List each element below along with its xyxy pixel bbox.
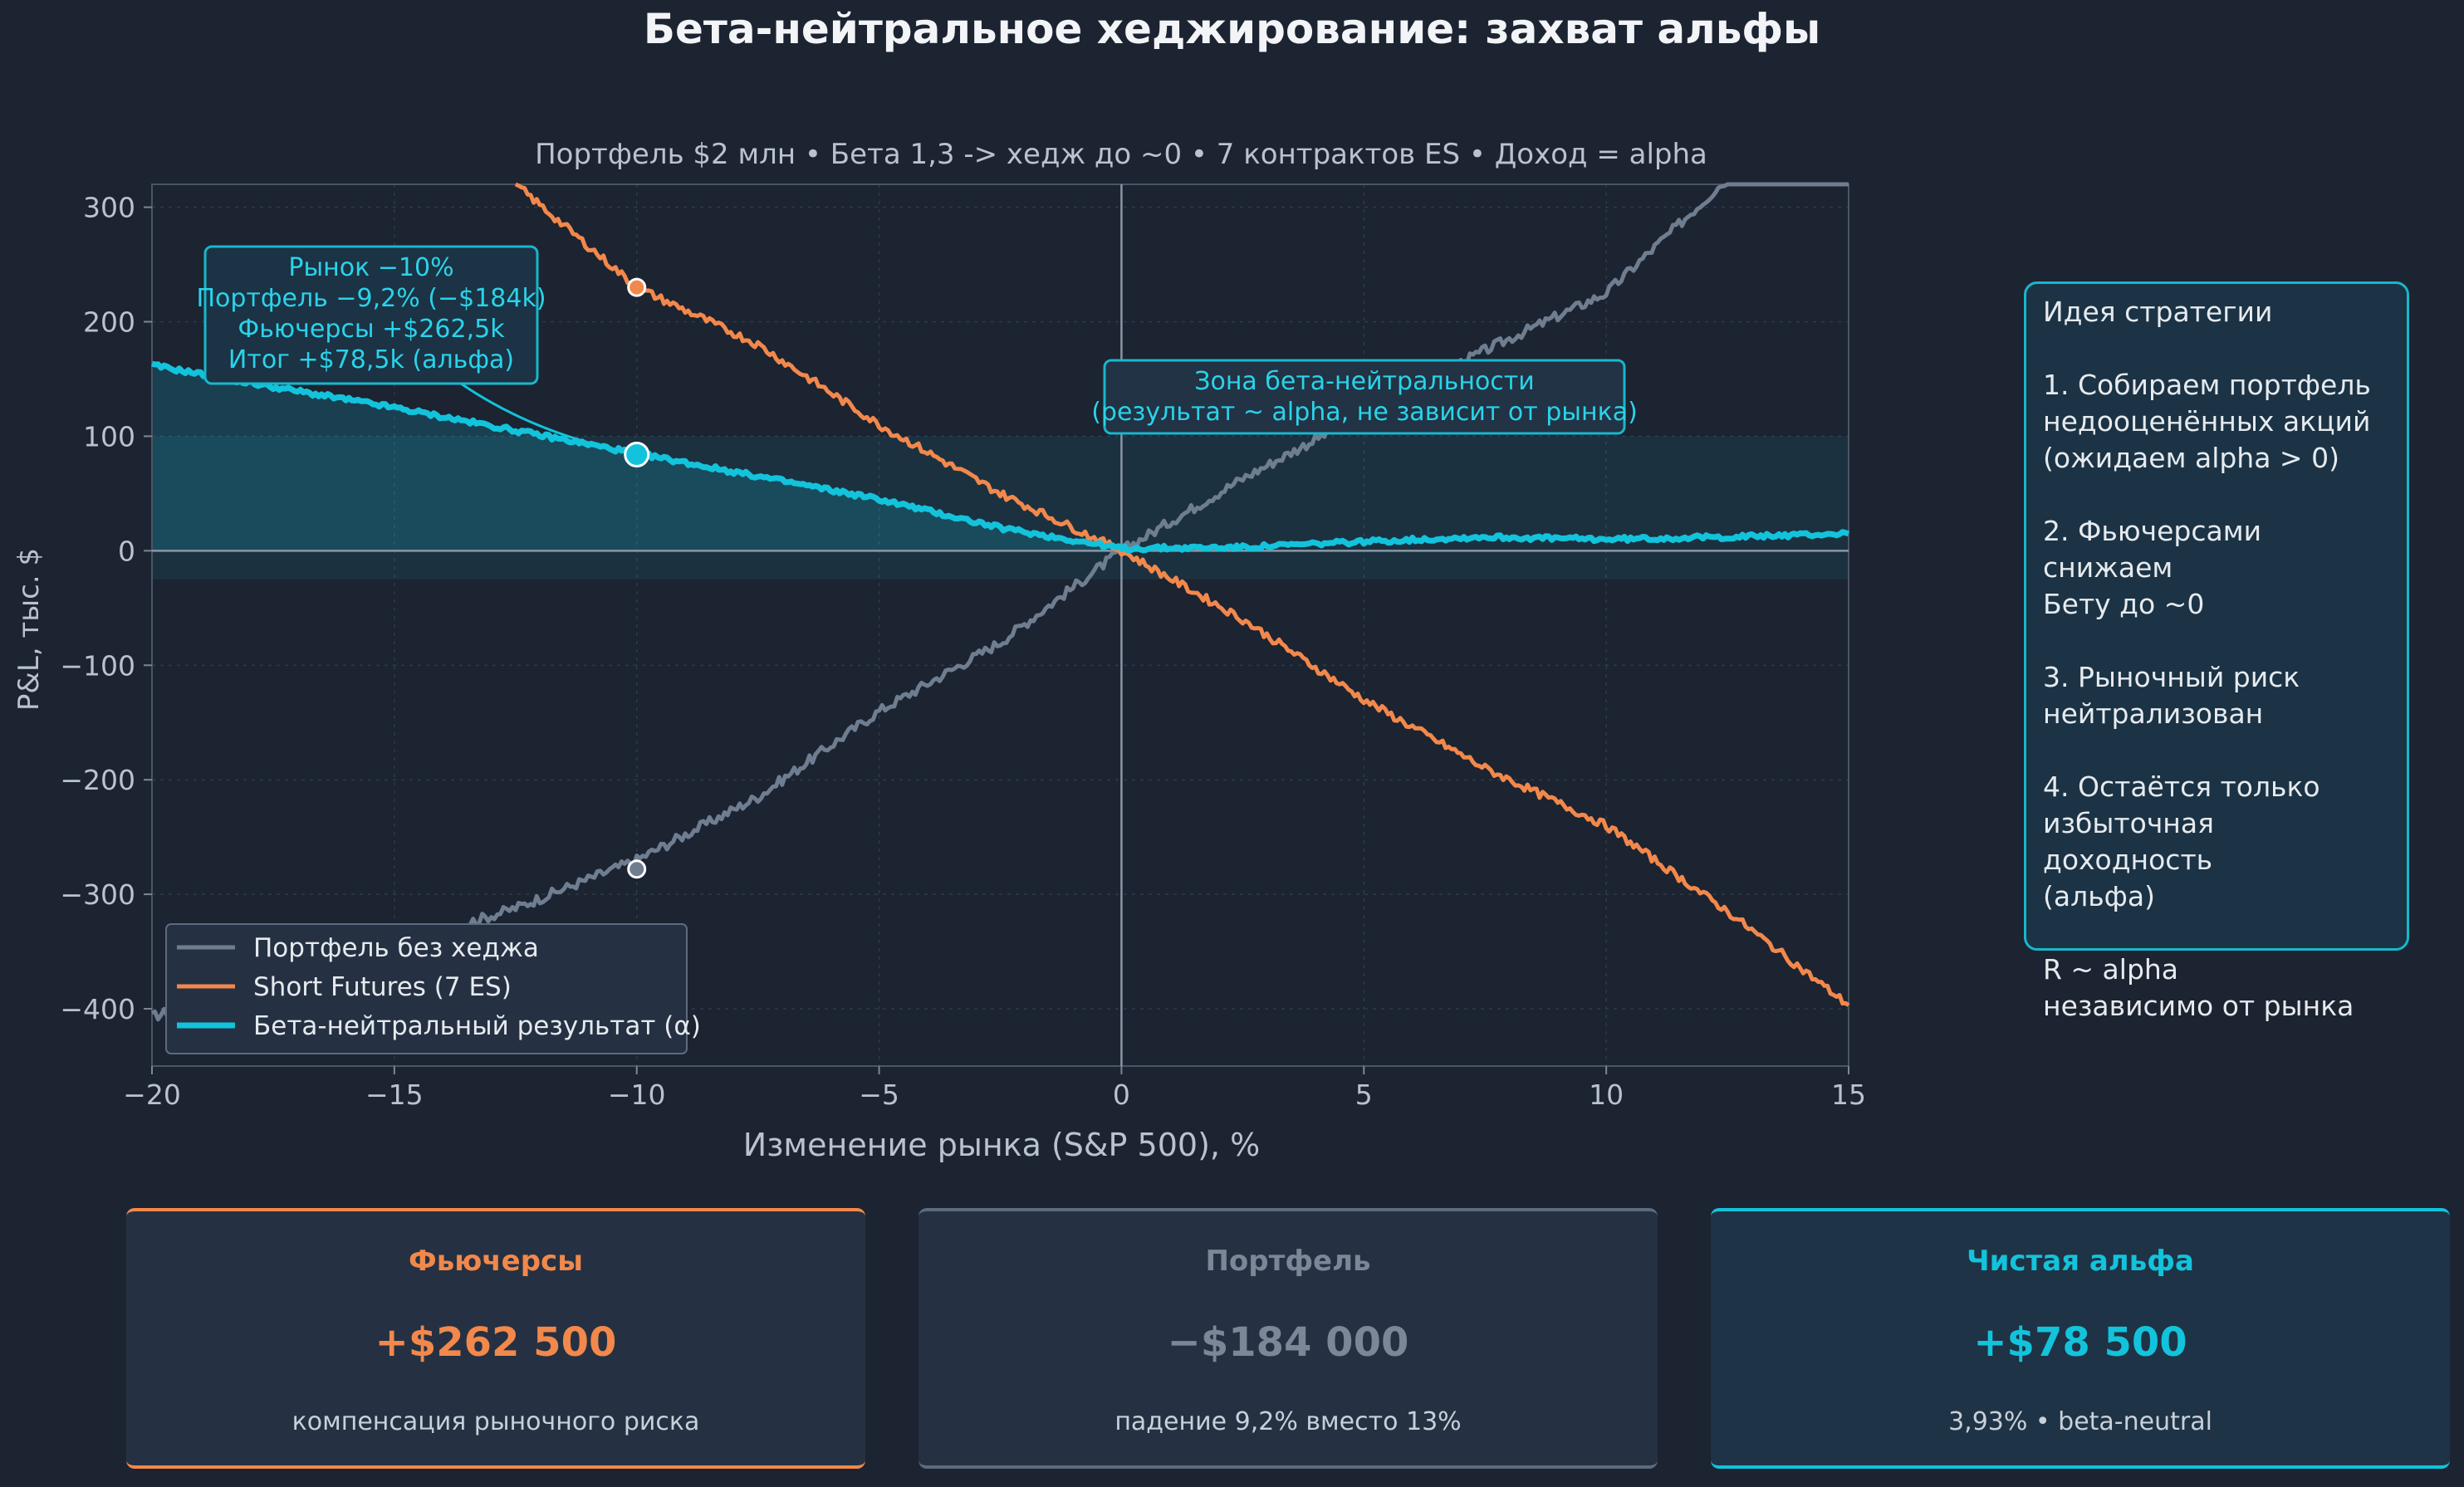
y-tick-label: −400 <box>60 993 135 1025</box>
y-tick-label: 0 <box>118 535 135 567</box>
page-title: Бета-нейтральное хеджирование: захват ал… <box>643 5 1821 53</box>
axes <box>144 183 1849 1074</box>
x-tick-label: −10 <box>608 1079 666 1111</box>
highlight-point-futures <box>627 277 647 297</box>
market-drop-box <box>203 245 539 385</box>
highlight-point-neutral <box>624 441 650 467</box>
neutral-zone-band <box>152 436 1849 580</box>
market-drop-line: Итог +$78,5k (альфа) <box>228 345 514 374</box>
neutral-zone-label-line: Зона бета-нейтральности <box>1194 367 1535 396</box>
y-tick-label: −300 <box>60 878 135 911</box>
plot-frame <box>151 183 1849 1067</box>
series-line-3 <box>151 360 1849 554</box>
neutral-zone-label-line: (результат ~ alpha, не зависит от рынка) <box>1091 398 1638 427</box>
chart-subtitle: Портфель $2 млн • Бета 1,3 -> хедж до ~0… <box>535 138 1707 171</box>
annotations: Рынок −10%Портфель −9,2% (−$184k)Фьючерс… <box>196 245 1638 452</box>
y-tick-label: −200 <box>60 764 135 796</box>
alpha-card-value: +$78 500 <box>1973 1319 2187 1366</box>
x-tick-label: 10 <box>1589 1079 1624 1111</box>
x-tick-label: 5 <box>1355 1079 1373 1111</box>
futures-card: Фьючерсы +$262 500 компенсация рыночного… <box>126 1208 865 1469</box>
highlight-points <box>624 277 650 879</box>
y-tick-label: 100 <box>83 420 135 452</box>
line-chart: Портфель $2 млн • Бета 1,3 -> хедж до ~0… <box>12 138 1866 1163</box>
portfolio-card-value: −$184 000 <box>1167 1319 1409 1366</box>
market-drop-line: Рынок −10% <box>288 253 453 282</box>
futures-card-value: +$262 500 <box>375 1319 617 1366</box>
legend: Портфель без хеджа Short Futures (7 ES) Бе… <box>165 923 701 1054</box>
futures-card-subtitle: компенсация рыночного риска <box>291 1407 700 1436</box>
x-tick-label: −20 <box>123 1079 181 1111</box>
y-tick-label: 200 <box>83 306 135 339</box>
legend-box <box>165 923 688 1054</box>
alpha-card-title: Чистая альфа <box>1967 1245 2194 1278</box>
series-line-2 <box>514 182 1850 1007</box>
x-tick-label: 0 <box>1113 1079 1130 1111</box>
portfolio-card: Портфель −$184 000 падение 9,2% вместо 1… <box>918 1208 1658 1469</box>
legend-entry: Портфель без хеджа <box>253 933 539 963</box>
highlight-point-portfolio <box>627 859 647 879</box>
legend-entry: Short Futures (7 ES) <box>253 972 512 1002</box>
market-drop-line: Портфель −9,2% (−$184k) <box>196 284 546 313</box>
alpha-card-subtitle: 3,93% • beta-neutral <box>1948 1407 2212 1436</box>
x-tick-label: −15 <box>365 1079 424 1111</box>
legend-entry: Бета-нейтральный результат (α) <box>253 1011 701 1041</box>
y-axis-label: P&L, тыс. $ <box>12 548 46 711</box>
strategy-idea-box: Идея стратегии 1. Собираем портфель недо… <box>2024 281 2409 1022</box>
x-tick-label: −5 <box>859 1079 899 1111</box>
futures-card-title: Фьючерсы <box>409 1245 583 1278</box>
neutral-zone-label-box <box>1103 359 1626 435</box>
annotation-arrow <box>460 382 625 452</box>
x-tick-label: 15 <box>1831 1079 1866 1111</box>
portfolio-card-subtitle: падение 9,2% вместо 13% <box>1114 1407 1462 1436</box>
x-axis-label: Изменение рынка (S&P 500), % <box>743 1127 1260 1163</box>
tick-labels: −20 −15 −10 −5 0 5 10 15 300 200 100 0 −100 −200 −300 −… <box>60 192 1866 1111</box>
market-drop-line: Фьючерсы +$262,5k <box>238 315 505 344</box>
alpha-card: Чистая альфа +$78 500 3,93% • beta-neutr… <box>1711 1208 2450 1469</box>
y-tick-label: −100 <box>60 649 135 682</box>
portfolio-card-title: Портфель <box>1205 1245 1371 1278</box>
y-tick-label: 300 <box>83 192 135 224</box>
